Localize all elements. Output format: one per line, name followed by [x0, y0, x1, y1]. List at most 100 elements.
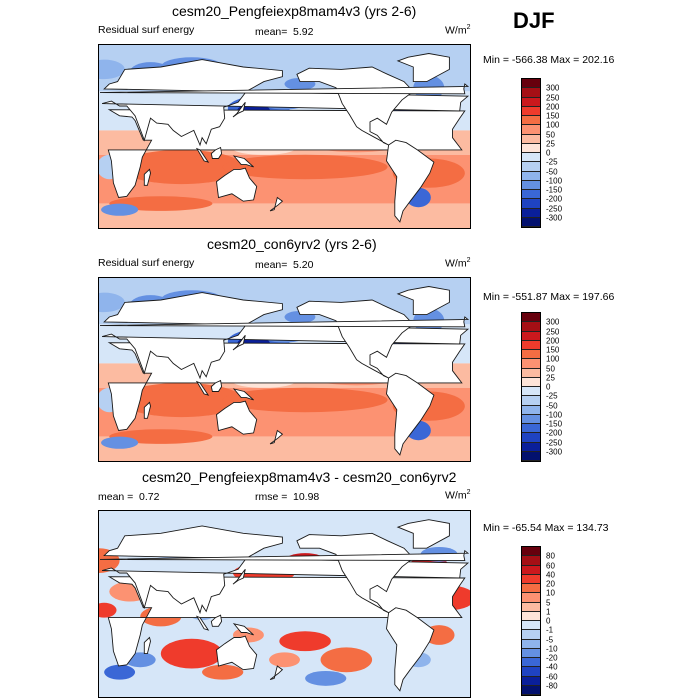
colorbar-tick-label: 0 [546, 616, 551, 626]
colorbar-box [522, 547, 540, 557]
colorbar-box [522, 387, 540, 397]
panel-3-units: W/m2 [445, 489, 471, 502]
colorbar-tick-label: 200 [546, 102, 560, 112]
colorbar-box [522, 171, 540, 181]
colorbar-tick-label: -40 [546, 662, 558, 672]
panel-1-mean-label: mean= [255, 26, 288, 38]
panel-1-mean-value: 5.92 [293, 26, 314, 38]
colorbar-box [522, 451, 540, 461]
colorbar-tick-label: 100 [546, 120, 560, 130]
colorbar-tick-label: 100 [546, 354, 560, 364]
colorbar-tick-label: -150 [546, 419, 563, 429]
colorbar-tick-label: -100 [546, 176, 563, 186]
colorbar-tick-label: 0 [546, 382, 551, 392]
colorbar-box [522, 593, 540, 603]
colorbar-box [522, 162, 540, 172]
panel-3-colorbar: 80 60 40 20 10 5 1 0 -1 -5 -10 -20 -40 -60 -80 [521, 546, 558, 696]
colorbar-box [522, 377, 540, 387]
colorbar-tick-label: -150 [546, 185, 563, 195]
panel-3-minmax: Min = -65.54 Max = 134.73 [483, 522, 609, 534]
colorbar-box [522, 424, 540, 434]
colorbar-box [522, 442, 540, 452]
colorbar-box [522, 217, 540, 227]
colorbar-box [522, 621, 540, 631]
colorbar-tick-label: 80 [546, 551, 555, 561]
map-field [99, 278, 470, 461]
panel-2-units: W/m2 [445, 257, 471, 270]
colorbar-box [522, 208, 540, 218]
map-field [99, 45, 470, 228]
colorbar-tick-label: 5 [546, 598, 551, 607]
colorbar-tick-label: -20 [546, 653, 558, 663]
colorbar-tick-label: -300 [546, 213, 563, 223]
colorbar-tick-label: 150 [546, 345, 560, 355]
colorbar-box [522, 676, 540, 686]
colorbar-box [522, 116, 540, 126]
colorbar-tick-label: 150 [546, 111, 560, 121]
colorbar-tick-label: 50 [546, 130, 555, 139]
panel-2-title: cesm20_con6yrv2 (yrs 2-6) [207, 236, 377, 252]
map-field [99, 511, 470, 697]
colorbar-tick-label: -300 [546, 447, 563, 457]
colorbar-box [522, 153, 540, 163]
colorbar-tick-label: 300 [546, 83, 560, 93]
colorbar-box [522, 322, 540, 332]
panel-3-rmse-value: 10.98 [293, 491, 320, 503]
colorbar-box [522, 350, 540, 360]
panel-1-title: cesm20_Pengfeiexp8mam4v3 (yrs 2-6) [172, 3, 417, 19]
panel-1-map [98, 44, 471, 229]
colorbar-box [522, 433, 540, 443]
colorbar-tick-label: -100 [546, 410, 563, 420]
colorbar-box [522, 331, 540, 341]
colorbar-box [522, 667, 540, 677]
colorbar-box [522, 180, 540, 190]
colorbar-box [522, 106, 540, 116]
colorbar-box [522, 396, 540, 406]
colorbar-tick-label: 1 [546, 607, 551, 617]
colorbar-tick-label: -250 [546, 204, 563, 213]
colorbar-box [522, 199, 540, 209]
colorbar-tick-label: -200 [546, 428, 563, 438]
colorbar-box [522, 313, 540, 323]
colorbar-box [522, 630, 540, 640]
colorbar-box [522, 414, 540, 424]
colorbar-tick-label: 300 [546, 317, 560, 327]
colorbar-box [522, 556, 540, 566]
colorbar-tick-label: 200 [546, 336, 560, 346]
panel-3-rmse-label: rmse = [255, 491, 288, 503]
colorbar-tick-label: -50 [546, 167, 558, 176]
colorbar-tick-label: -80 [546, 681, 558, 691]
panel-1-minmax: Min = -566.38 Max = 202.16 [483, 54, 615, 66]
colorbar-tick-label: 50 [546, 364, 555, 373]
panel-2-variable-label: Residual surf energy [98, 257, 195, 269]
panel-2-mean-value: 5.20 [293, 259, 314, 271]
panel-2-colorbar: 300 250 200 150 100 50 25 0 -25 -50 -100 -150 -200 -2… [521, 312, 562, 462]
colorbar-tick-label: -25 [546, 157, 558, 167]
colorbar-box [522, 143, 540, 153]
colorbar-box [522, 79, 540, 89]
colorbar-tick-label: 0 [546, 148, 551, 158]
colorbar-tick-label: -5 [546, 635, 554, 644]
colorbar-tick-label: -1 [546, 625, 554, 635]
panel-1-variable-label: Residual surf energy [98, 24, 195, 36]
panel-1-units: W/m2 [445, 24, 471, 37]
colorbar-tick-label: 25 [546, 139, 555, 149]
colorbar-box [522, 685, 540, 695]
colorbar-tick-label: 25 [546, 373, 555, 383]
colorbar-tick-label: -250 [546, 438, 563, 447]
colorbar-box [522, 88, 540, 98]
colorbar-box [522, 584, 540, 594]
colorbar-box [522, 405, 540, 415]
colorbar-tick-label: 60 [546, 561, 555, 570]
colorbar-box [522, 639, 540, 649]
colorbar-box [522, 125, 540, 135]
colorbar-tick-label: 20 [546, 579, 555, 589]
colorbar-box [522, 190, 540, 200]
colorbar-tick-label: 250 [546, 327, 560, 336]
colorbar-box [522, 134, 540, 144]
colorbar-tick-label: 250 [546, 93, 560, 102]
colorbar-box [522, 611, 540, 621]
panel-2-map [98, 277, 471, 462]
colorbar-box [522, 658, 540, 668]
colorbar-tick-label: 10 [546, 588, 555, 598]
